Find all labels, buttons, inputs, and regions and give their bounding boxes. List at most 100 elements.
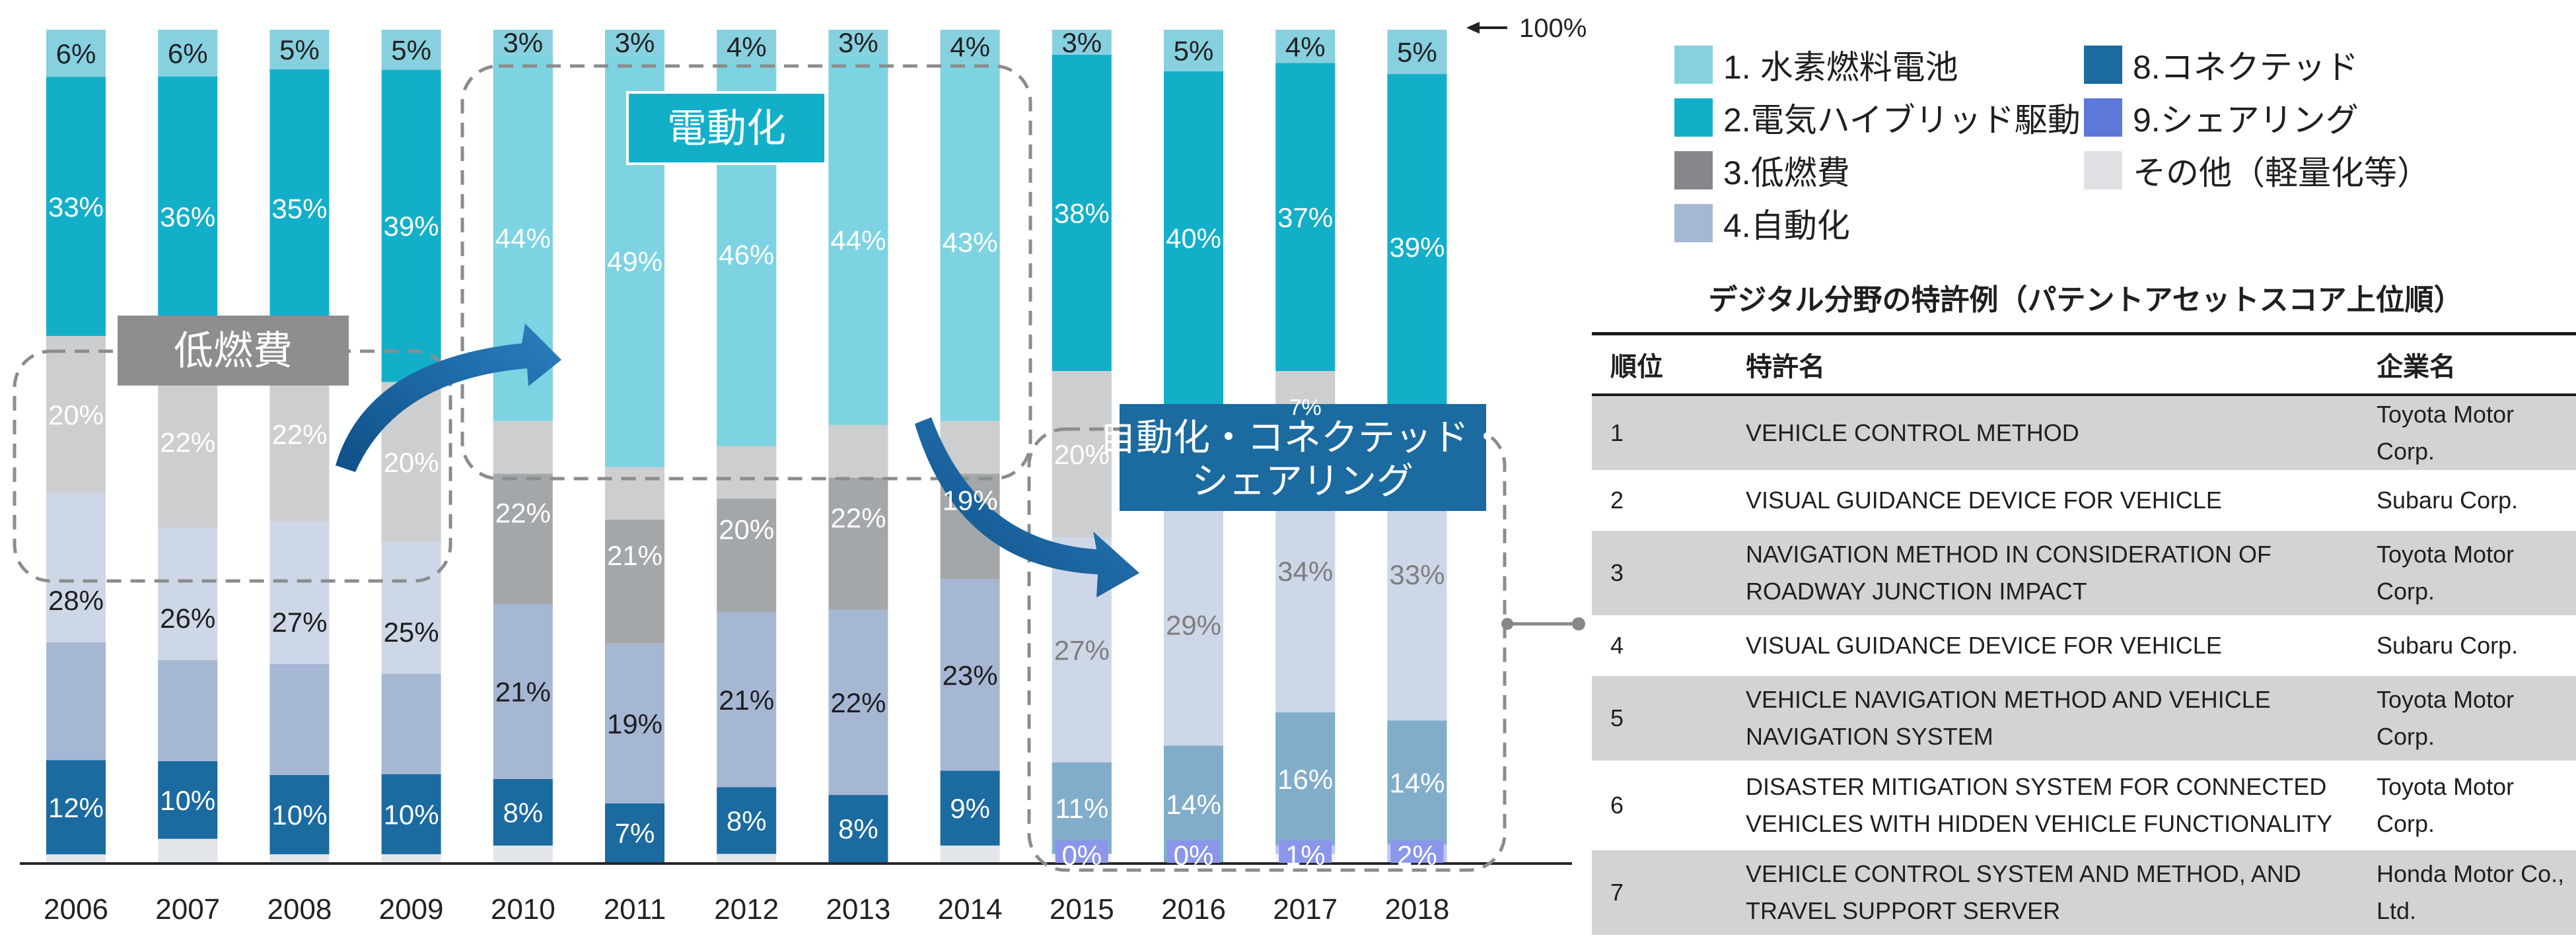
x-tick-label: 2007 <box>155 893 220 926</box>
data-label-hydrogen-2008: 5% <box>279 34 320 65</box>
bar-hybrid-2014 <box>940 63 1000 421</box>
x-tick-label: 2006 <box>44 893 108 926</box>
cell-rank: 3 <box>1592 529 1727 618</box>
bar-hydrogen-2012 <box>717 30 777 63</box>
legend-swatch-connected <box>2084 46 2122 84</box>
patent-table: 順位 特許名 企業名 1 VEHICLE CONTROL METHOD Toyo… <box>1592 332 2576 937</box>
data-label-hydrogen-2007: 6% <box>168 38 208 69</box>
data-label-fuel-2015: 20% <box>1054 439 1110 470</box>
patent-name-line: VEHICLE CONTROL SYSTEM AND METHOD, AND <box>1746 860 2301 887</box>
bar-connected-2013 <box>828 795 888 862</box>
data-label-auto-2011: 19% <box>607 708 662 739</box>
legend-item-sharing: 9.シェアリング <box>2084 94 2359 141</box>
cell-patent-name: VEHICLE CONTROL SYSTEM AND METHOD, AND TR… <box>1727 849 2358 937</box>
legend-label-auto: 4.自動化 <box>1723 207 1850 244</box>
legend-label-sharing: 9.シェアリング <box>2133 102 2359 139</box>
cell-rank: 1 <box>1592 395 1727 473</box>
label-fuel-efficiency: 低燃費 <box>174 329 293 373</box>
company-line: Subaru Corp. <box>2377 487 2519 514</box>
bar-other-2006 <box>46 854 106 862</box>
x-tick-label: 2011 <box>604 893 666 926</box>
fade-region <box>158 356 218 661</box>
data-label-hydrogen-2016: 5% <box>1174 36 1214 67</box>
fade-region <box>940 63 1000 474</box>
x-tick-label: 2017 <box>1273 893 1338 926</box>
data-label-hybrid-2010: 44% <box>495 222 551 254</box>
data-label-hybrid-2006: 33% <box>48 191 104 222</box>
legend-item-auto: 4.自動化 <box>1674 199 1850 247</box>
company-line: Toyota Motor Corp. <box>2377 541 2515 605</box>
legend-swatch-fuel <box>1674 151 1713 189</box>
table-row: 3 NAVIGATION METHOD IN CONSIDERATION OF R… <box>1592 529 2576 618</box>
data-labels: 6% 6% 5% 5% 3% 3% 4% 3% 4% 3% 5% 4% 5% 33% 36% 35% 39% 44… <box>48 27 1445 871</box>
bar-other-2014 <box>940 845 1000 862</box>
table-connector <box>1501 617 1585 630</box>
bar-hydrogen-2007 <box>158 30 218 77</box>
label-digital-line1: 自動化・コネクテッド・ <box>1099 417 1506 458</box>
bar-fuel-2010 <box>493 421 553 605</box>
fade-region <box>381 382 441 674</box>
sharing-label-bg <box>1167 840 1220 863</box>
data-label-hybrid-2009: 39% <box>384 211 439 242</box>
bar-hydrogen-2010 <box>493 30 553 55</box>
bar-connected-2014 <box>940 770 1000 846</box>
cell-patent-name: VISUAL GUIDANCE DEVICE FOR VEHICLE <box>1727 471 2358 531</box>
data-label-hydrogen-2015: 3% <box>1061 27 1102 58</box>
table-row: 5 VEHICLE NAVIGATION METHOD AND VEHICLE N… <box>1592 675 2576 763</box>
data-label-connected-2015: 11% <box>1055 793 1108 824</box>
data-label-sharing-2018: 2% <box>1397 840 1437 871</box>
data-label-auto-2013: 22% <box>830 687 886 718</box>
cell-company: Honda Motor Co., Ltd. <box>2358 849 2576 937</box>
data-label-hybrid-2016: 40% <box>1166 222 1221 254</box>
cell-patent-name: DISASTER MITIGATION SYSTEM FOR CONNECTED… <box>1727 762 2358 850</box>
data-label-connected-2009: 10% <box>384 799 439 830</box>
data-label-hydrogen-2013: 3% <box>838 27 878 58</box>
patent-name-line: VEHICLES WITH HIDDEN VEHICLE FUNCTIONALI… <box>1746 810 2333 837</box>
patent-name-line: NAVIGATION SYSTEM <box>1746 723 1993 750</box>
data-label-fuel-2017: 7% <box>1289 395 1322 420</box>
bar-hybrid-2013 <box>828 55 888 425</box>
cell-rank: 6 <box>1592 762 1727 850</box>
header-patent-name: 特許名 <box>1727 332 2358 396</box>
cell-patent-name: VEHICLE NAVIGATION METHOD AND VEHICLE NAV… <box>1727 675 2358 763</box>
label-electrification: 電動化 <box>667 106 786 151</box>
legend-label-hybrid: 2.電気ハイブリッド駆動 <box>1723 102 2081 139</box>
table-row: 1 VEHICLE CONTROL METHOD Toyota Motor Co… <box>1592 395 2576 473</box>
data-label-connected-2014: 9% <box>950 793 990 824</box>
bar-hybrid-2015 <box>1052 54 1112 372</box>
data-label-connected-2008: 10% <box>271 799 327 831</box>
bar-connected-2009 <box>381 774 441 854</box>
data-label-auto-2016: 29% <box>1166 610 1221 641</box>
label-digital-box <box>1120 404 1486 511</box>
legend-label-fuel: 3.低燃費 <box>1723 154 1850 191</box>
top-marker-label: 100% <box>1519 14 1587 43</box>
bar-auto-2016 <box>1164 504 1223 746</box>
legend-label-hydrogen: 1. 水素燃料電池 <box>1723 49 1958 86</box>
cell-rank: 4 <box>1592 617 1727 676</box>
data-label-auto-2008: 27% <box>271 607 327 638</box>
bar-fuel-2015 <box>1052 371 1112 538</box>
bar-hybrid-2007 <box>158 76 218 356</box>
data-label-connected-2018: 14% <box>1389 767 1445 798</box>
data-label-connected-2013: 8% <box>838 813 878 844</box>
data-label-fuel-2007: 22% <box>160 427 215 458</box>
group-fuel-efficiency-outline <box>13 349 452 583</box>
x-tick-labels: 2006 2007 2008 2009 2010 2011 2012 2013 2014 2015… <box>44 893 1449 926</box>
data-label-sharing-2016: 0% <box>1174 840 1214 871</box>
data-label-hybrid-2013: 44% <box>830 225 886 256</box>
cell-rank: 2 <box>1592 471 1727 531</box>
patent-name-line: ROADWAY JUNCTION IMPACT <box>1746 578 2087 605</box>
legend-swatch-hydrogen <box>1674 46 1713 84</box>
cell-company: Toyota Motor Corp. <box>2358 675 2576 763</box>
arrow-to-digital <box>915 417 1139 597</box>
data-label-connected-2016: 14% <box>1166 789 1221 820</box>
bar-other-2008 <box>269 854 330 862</box>
bar-other-2010 <box>493 845 553 862</box>
stacked-bar-chart: 2006 2007 2008 2009 2010 2011 2012 2013 2014 2015… <box>13 14 1587 926</box>
data-label-fuel-2008: 22% <box>271 419 327 450</box>
bar-hydrogen-2014 <box>940 30 1000 63</box>
patent-name-line: VISUAL GUIDANCE DEVICE FOR VEHICLE <box>1746 632 2222 659</box>
data-label-hybrid-2012: 46% <box>719 240 774 271</box>
data-label-connected-2007: 10% <box>160 785 215 816</box>
